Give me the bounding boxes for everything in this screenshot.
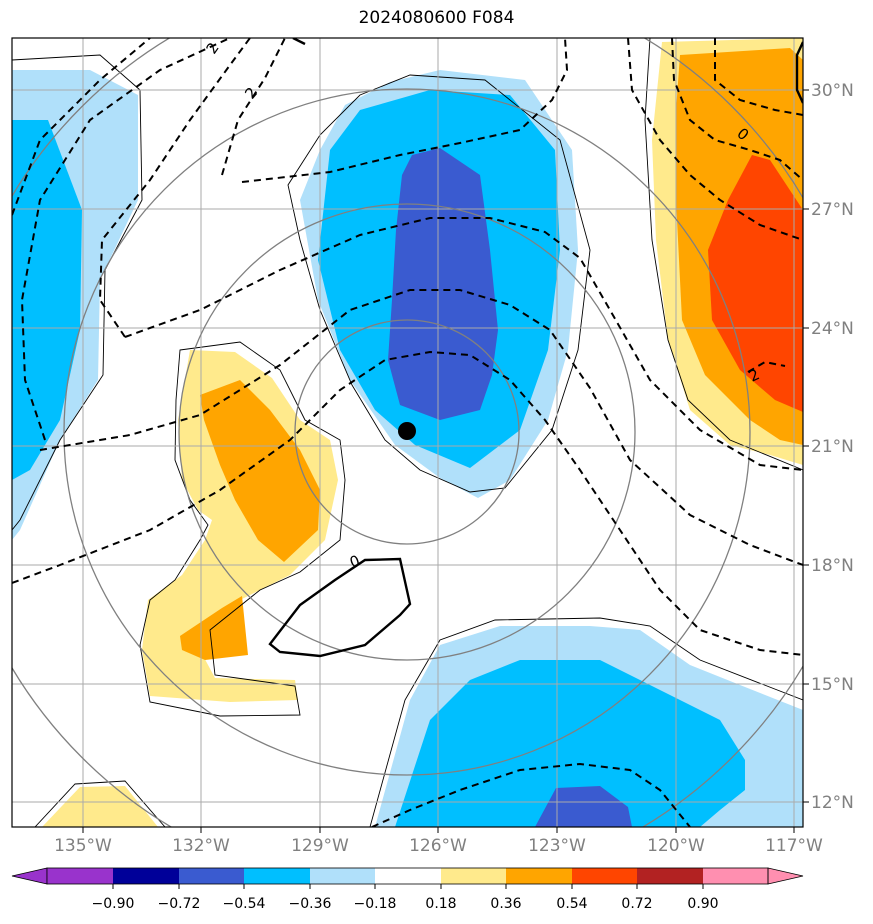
colorbar: −0.90 −0.72 −0.54 −0.36 −0.18 0.18 0.36 … [11, 867, 804, 912]
colorbar-tick-label: −0.90 [92, 896, 135, 912]
solid-contour [292, 38, 306, 46]
colorbar-tick-label: 0.72 [621, 896, 652, 912]
colorbar-segment [441, 868, 506, 884]
outline-contour [644, 38, 803, 471]
dashed-contour [714, 38, 803, 116]
negative-anomaly-medium-region [395, 660, 745, 827]
colorbar-tick-label: −0.36 [289, 896, 332, 912]
colorbar-tick-label: −0.18 [354, 896, 397, 912]
colorbar-segment [310, 868, 375, 884]
dashed-contour [124, 217, 803, 471]
negative-anomaly-strong-region [388, 148, 498, 420]
colorbar-tick-label: 0.54 [556, 896, 587, 912]
map-frame [11, 37, 804, 828]
lon-tick-label: 129°W [291, 836, 349, 856]
colorbar-tick-label: 0.90 [687, 896, 718, 912]
zero-line-contours [12, 38, 803, 827]
colorbar-extend-high [767, 867, 804, 885]
dashed-contours [12, 38, 803, 827]
range-rings [12, 38, 803, 827]
colorbar-frame [46, 867, 769, 885]
negative-anomaly-medium-region [12, 120, 82, 480]
dashed-contour [98, 38, 251, 338]
outline-contour [369, 617, 803, 827]
colorbar-tick-label: −0.72 [158, 896, 201, 912]
positive-anomaly-medium-region [200, 380, 320, 562]
colorbar-segment [703, 868, 768, 884]
colorbar-segment [572, 868, 637, 884]
colorbar-segment [47, 868, 113, 884]
colorbar-extend-low [11, 867, 48, 885]
lon-tick-label: 117°W [765, 836, 823, 856]
colorbar-segment [179, 868, 244, 884]
outline-contour [287, 74, 591, 493]
colorbar-tick-label: 0.36 [490, 896, 521, 912]
contour-label: 2 [241, 84, 261, 103]
lat-tick-label: 15°N [811, 675, 854, 695]
colorbar-segment [637, 868, 703, 884]
colorbar-tick-label: −0.54 [223, 896, 266, 912]
dashed-contour [20, 38, 231, 441]
solid-contour-zero [795, 41, 803, 104]
latitude-labels: 30°N 27°N 24°N 21°N 18°N 15°N 12°N [811, 81, 854, 813]
dashed-contour [747, 360, 786, 373]
lat-tick-label: 12°N [811, 793, 854, 813]
colorbar-tick-label: 0.18 [425, 896, 456, 912]
map-fields: 2 2 0 0 2 [12, 38, 803, 827]
negative-anomaly-strong-region [535, 786, 632, 827]
dashed-contour [241, 38, 569, 183]
range-ring [294, 319, 520, 545]
dashed-contour [39, 289, 803, 566]
lat-tick-label: 24°N [811, 319, 854, 339]
lat-tick-label: 30°N [811, 81, 854, 101]
longitude-labels: 135°W 132°W 129°W 126°W 123°W 120°W 117°… [54, 836, 823, 856]
colorbar-segment [375, 868, 441, 884]
lat-tick-label: 18°N [811, 556, 854, 576]
axis-ticks [82, 89, 809, 833]
colorbar-tick-labels: −0.90 −0.72 −0.54 −0.36 −0.18 0.18 0.36 … [92, 896, 719, 912]
colorbar-segment [506, 868, 572, 884]
contour-label: 0 [347, 552, 362, 572]
lon-tick-label: 135°W [54, 836, 112, 856]
outline-contour [139, 341, 346, 717]
positive-anomaly-strong-region [708, 155, 803, 412]
storm-center-marker [398, 422, 416, 440]
colorbar-ticks [112, 884, 704, 889]
colorbar-segment [113, 868, 179, 884]
dashed-contour [221, 38, 286, 176]
lon-tick-label: 126°W [409, 836, 467, 856]
colorbar-segment [244, 868, 310, 884]
positive-anomaly-medium-region [180, 596, 248, 660]
range-ring [178, 203, 636, 661]
solid-contour-zero [268, 557, 412, 658]
contour-label: 2 [203, 39, 223, 57]
solid-contours [268, 38, 803, 658]
lat-tick-label: 21°N [811, 437, 854, 457]
lat-lon-grid [12, 38, 803, 827]
map-title: 2024080600 F084 [358, 8, 515, 28]
positive-anomaly-light-region [42, 786, 158, 827]
dashed-contour [371, 762, 691, 827]
lon-tick-label: 132°W [172, 836, 230, 856]
lon-tick-label: 120°W [647, 836, 705, 856]
range-ring [63, 88, 751, 776]
dashed-contour [12, 38, 151, 216]
dashed-contour [671, 38, 803, 181]
lat-tick-label: 27°N [811, 200, 854, 220]
dashed-contour [627, 38, 803, 241]
outline-contour [34, 780, 166, 827]
lon-tick-label: 123°W [528, 836, 586, 856]
